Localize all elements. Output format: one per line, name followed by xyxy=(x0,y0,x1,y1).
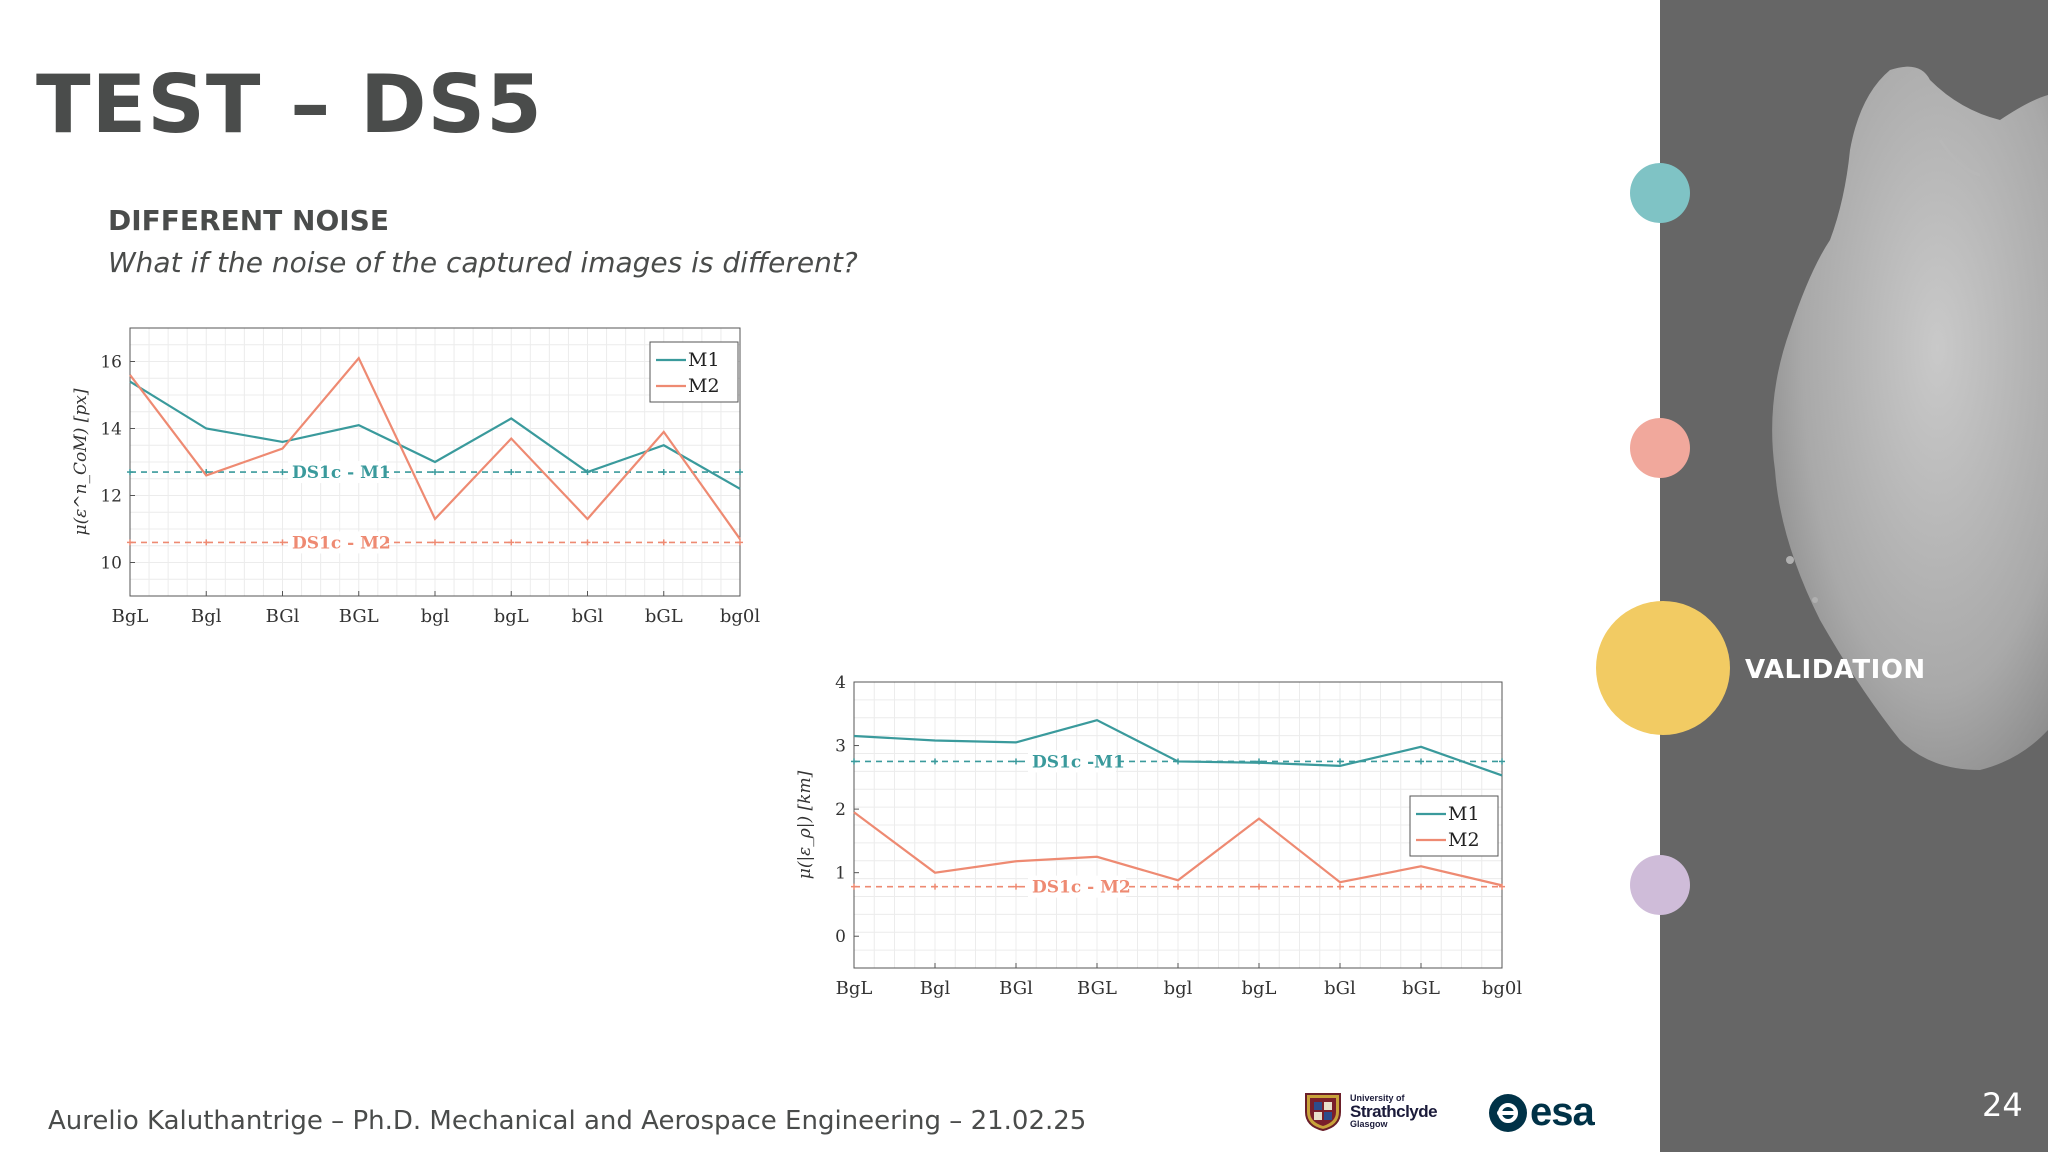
x-tick-label: BgL xyxy=(836,978,873,999)
legend-box xyxy=(1409,795,1499,857)
x-tick-label: BGl xyxy=(999,978,1033,999)
question-text: What if the noise of the captured images… xyxy=(108,246,858,279)
nav-dot-1[interactable] xyxy=(1630,163,1690,223)
x-tick-label: bGL xyxy=(1402,978,1440,999)
x-tick-label: Bgl xyxy=(191,606,222,627)
reference-label-bg xyxy=(1028,875,1126,898)
x-tick-label: bg0l xyxy=(1482,978,1522,999)
x-tick-label: BGL xyxy=(339,606,379,627)
asteroid-image xyxy=(1772,66,2048,770)
x-tick-label: bGL xyxy=(645,606,683,627)
page-number: 24 xyxy=(1982,1086,2023,1124)
x-tick-label: BGL xyxy=(1077,978,1117,999)
legend-label: M1 xyxy=(1448,803,1480,825)
reference-label-bg xyxy=(288,461,386,484)
reference-label: DS1c - M2 xyxy=(1032,878,1131,898)
section-subheading: DIFFERENT NOISE xyxy=(108,204,389,237)
legend-box xyxy=(649,341,739,403)
y-tick-label: 1 xyxy=(835,864,846,884)
x-tick-label: bg0l xyxy=(720,606,760,627)
nav-dot-active[interactable] xyxy=(1596,601,1730,735)
strathclyde-crest-icon xyxy=(1305,1093,1341,1132)
reference-label: DS1c - M2 xyxy=(292,533,391,553)
series-line-m1 xyxy=(853,718,1503,777)
reference-label-bg xyxy=(288,531,386,554)
sidebar-panel xyxy=(1660,0,2048,1152)
strathclyde-logo: University of Strathclyde Glasgow xyxy=(1302,1090,1438,1132)
x-tick-label: BgL xyxy=(112,606,149,627)
x-tick-label: Bgl xyxy=(920,978,951,999)
reference-label-bg xyxy=(1028,750,1116,773)
slide-title: TEST – DS5 xyxy=(36,58,543,151)
reference-label: DS1c -M1 xyxy=(1032,752,1125,772)
y-tick-label: 10 xyxy=(100,554,122,574)
x-tick-label: bGl xyxy=(572,606,604,627)
legend-label: M2 xyxy=(1448,829,1480,851)
legend-label: M2 xyxy=(688,375,720,397)
y-tick-label: 2 xyxy=(835,800,846,820)
strathclyde-wordmark: University of Strathclyde Glasgow xyxy=(1350,1092,1438,1129)
series-line-m2 xyxy=(853,811,1503,887)
section-label: VALIDATION xyxy=(1745,655,1926,685)
esa-emblem-icon xyxy=(1489,1093,1527,1132)
chart-com-error: 10 12 14 16 BgL Bgl BGl BGL bgl bgL bGl bGL bg0l μ(ε^… xyxy=(71,327,760,627)
esa-logo: esa xyxy=(1488,1090,1595,1135)
y-tick-label: 12 xyxy=(100,487,122,507)
y-axis-label: μ(|ε_ρ|) [km] xyxy=(795,770,815,879)
y-tick-label: 0 xyxy=(835,927,846,947)
x-tick-label: bgl xyxy=(421,606,450,627)
footer-text: Aurelio Kaluthantrige – Ph.D. Mechanical… xyxy=(48,1106,1087,1136)
x-tick-label: BGl xyxy=(266,606,300,627)
y-tick-label: 14 xyxy=(100,420,122,440)
y-tick-label: 4 xyxy=(835,673,846,693)
y-tick-label: 16 xyxy=(100,353,122,373)
x-tick-label: bgL xyxy=(1242,978,1277,999)
series-line-m1 xyxy=(129,380,741,490)
y-axis-label: μ(ε^n_CoM) [px] xyxy=(71,388,91,535)
legend-label: M1 xyxy=(688,349,720,371)
x-tick-label: bgl xyxy=(1164,978,1193,999)
series-line-m2 xyxy=(129,356,741,540)
x-tick-label: bGl xyxy=(1324,978,1356,999)
x-tick-label: bgL xyxy=(494,606,529,627)
nav-dot-4[interactable] xyxy=(1630,855,1690,915)
chart-range-error: 0 1 2 3 4 BgL Bgl BGl BGL bgl bgL bGl bGL bg0l μ(|ε_ρ|… xyxy=(795,673,1522,999)
y-tick-label: 3 xyxy=(835,737,846,757)
nav-dot-2[interactable] xyxy=(1630,418,1690,478)
reference-label: DS1c - M1 xyxy=(292,463,391,483)
